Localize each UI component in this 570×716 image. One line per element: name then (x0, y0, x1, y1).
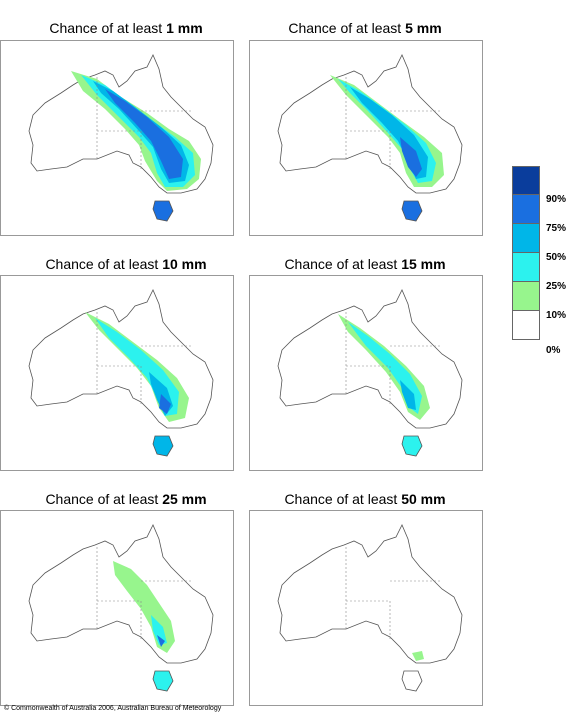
panel-title-5mm: Chance of at least 5 mm (288, 20, 442, 36)
panel-title-25mm: Chance of at least 25 mm (45, 491, 207, 507)
legend-label-10: 10% (546, 310, 567, 321)
legend-swatch-90 (512, 166, 540, 195)
state-borders (345, 77, 440, 169)
legend-label-25: 25% (546, 281, 567, 292)
rain-zone-25pct (151, 615, 167, 645)
map-panel-15mm (249, 275, 483, 471)
state-borders (345, 547, 440, 639)
rain-zone-75pct (159, 394, 171, 414)
australia-outline (277, 524, 463, 664)
state-borders (96, 547, 191, 639)
australia-map-5mm (277, 54, 463, 222)
australia-map-15mm (277, 289, 463, 457)
legend-swatch-50 (512, 224, 540, 253)
panel-title-50mm: Chance of at least 50 mm (284, 491, 446, 507)
rain-zone-75pct (400, 137, 422, 177)
map-panel-5mm (249, 40, 483, 236)
panel-title-10mm: Chance of at least 10 mm (45, 256, 207, 272)
legend-swatch-10 (512, 282, 540, 311)
australia-map-1mm (28, 54, 214, 222)
state-borders (345, 312, 440, 404)
australia-outline (28, 524, 214, 664)
rain-zone-50pct (400, 380, 416, 410)
copyright-notice: © Commonwealth of Australia 2006, Austra… (4, 705, 222, 712)
state-borders (96, 312, 191, 404)
legend-label-0: 0% (546, 345, 561, 356)
australia-outline (277, 289, 463, 429)
legend-label-50: 50% (546, 252, 567, 263)
tasmania (152, 435, 174, 457)
map-panel-1mm (0, 40, 234, 236)
tasmania (152, 670, 174, 692)
rain-zone-75pct (105, 89, 183, 179)
australia-map-10mm (28, 289, 214, 457)
tasmania (401, 670, 423, 692)
map-panel-25mm (0, 510, 234, 706)
rain-zone-50pct (157, 635, 165, 647)
state-borders (96, 77, 191, 169)
legend-label-90: 90% (546, 194, 567, 205)
legend-swatch-0 (512, 311, 540, 340)
rain-zone-10pct (412, 651, 424, 661)
australia-map-25mm (28, 524, 214, 692)
map-panel-50mm (249, 510, 483, 706)
legend-swatch-25 (512, 253, 540, 282)
probability-legend (512, 166, 540, 340)
tasmania (152, 200, 174, 222)
legend-label-75: 75% (546, 223, 567, 234)
tasmania (401, 200, 423, 222)
tasmania (401, 435, 423, 457)
panel-title-15mm: Chance of at least 15 mm (284, 256, 446, 272)
australia-map-50mm (277, 524, 463, 692)
panel-title-1mm: Chance of at least 1 mm (49, 20, 203, 36)
map-panel-10mm (0, 275, 234, 471)
legend-swatch-75 (512, 195, 540, 224)
